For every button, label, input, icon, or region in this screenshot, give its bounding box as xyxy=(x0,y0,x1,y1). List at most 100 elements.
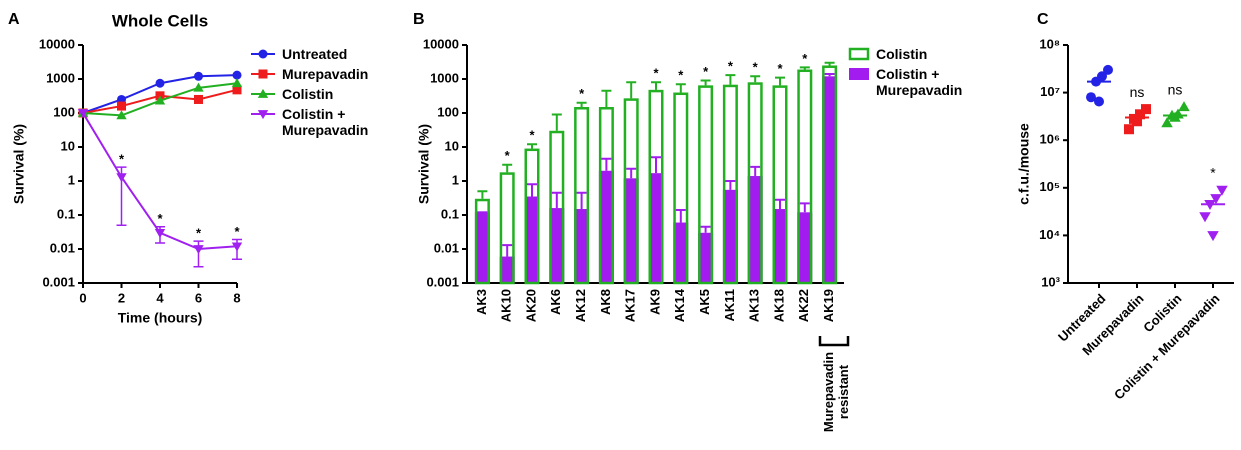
legend-item: Murepavadin xyxy=(250,66,400,82)
error-bar xyxy=(551,113,562,131)
bar-outline xyxy=(772,85,788,285)
bar-outline xyxy=(549,130,565,285)
error-bar xyxy=(576,191,587,210)
legend-swatch xyxy=(849,68,869,80)
error-bar xyxy=(775,198,785,210)
y-tick-label: 0.001 xyxy=(42,274,75,289)
error-bar xyxy=(576,101,587,108)
error-bar xyxy=(527,183,537,197)
error-bar xyxy=(626,81,637,99)
legend-box xyxy=(849,68,869,80)
y-tick-label: 10⁶ xyxy=(1040,132,1060,147)
y-tick-label: 10³ xyxy=(1041,274,1060,289)
x-tick-label: AK22 xyxy=(796,289,811,322)
marker xyxy=(154,95,166,105)
marker xyxy=(257,88,269,98)
legend-label: Colistin xyxy=(876,46,928,62)
marker xyxy=(1161,117,1173,128)
bar xyxy=(598,170,614,283)
significance: * xyxy=(529,128,535,143)
marker xyxy=(1097,71,1107,82)
marker xyxy=(258,49,268,59)
y-tick-label: 1000 xyxy=(46,70,75,85)
bar xyxy=(549,208,565,283)
y-tick-label: 100 xyxy=(53,104,75,119)
marker xyxy=(232,85,242,95)
marker xyxy=(1210,194,1222,205)
marker xyxy=(1199,212,1211,223)
x-tick-label: AK10 xyxy=(499,289,514,322)
chart-title: Whole Cells xyxy=(112,11,208,30)
panel-label: B xyxy=(413,11,425,28)
x-tick-label: 8 xyxy=(233,290,240,305)
bar-outline xyxy=(598,107,614,285)
bar xyxy=(623,178,639,283)
bar xyxy=(673,222,689,283)
significance: * xyxy=(579,86,585,101)
marker xyxy=(194,71,203,81)
marker xyxy=(1132,116,1142,127)
marker xyxy=(1124,124,1134,135)
x-tick-label: AK6 xyxy=(548,289,563,315)
group-bracket xyxy=(818,336,850,347)
significance: * xyxy=(678,68,684,83)
bar-outline xyxy=(747,82,763,285)
error-bar xyxy=(502,163,513,173)
marker xyxy=(232,70,242,80)
error-bar xyxy=(725,180,736,190)
significance: * xyxy=(119,152,125,167)
bar xyxy=(772,209,788,283)
legend: Untreated Murepavadin Colistin Colistin + M… xyxy=(250,46,400,142)
marker xyxy=(231,242,243,252)
legend-label: Colistin xyxy=(282,86,334,102)
bar xyxy=(648,173,664,283)
y-axis-label: c.f.u./mouse xyxy=(1016,123,1032,205)
significance: * xyxy=(728,59,734,74)
x-tick-label: AK19 xyxy=(821,289,836,322)
error-bar xyxy=(651,156,661,174)
significance: ns xyxy=(1168,82,1183,98)
y-tick-label: 100 xyxy=(437,104,459,119)
error-bar xyxy=(725,74,736,85)
x-axis-label: Time (hours) xyxy=(118,310,203,326)
legend-label: Colistin + Murepavadin xyxy=(282,106,369,138)
bar-outline xyxy=(797,69,813,285)
x-tick-label: AK12 xyxy=(573,289,588,322)
legend-swatch xyxy=(251,69,275,79)
error-bar xyxy=(675,209,686,223)
y-tick-label: 10⁸ xyxy=(1039,36,1060,51)
bar xyxy=(474,212,490,283)
error-bar xyxy=(750,165,761,177)
panel-label: C xyxy=(1037,11,1049,28)
y-tick-label: 10⁴ xyxy=(1039,227,1060,242)
x-tick-label: AK13 xyxy=(747,289,762,322)
legend-item: Colistin + Murepavadin xyxy=(848,66,1008,98)
y-tick-label: 10⁷ xyxy=(1040,84,1060,99)
marker xyxy=(1216,185,1228,196)
marker xyxy=(116,110,127,120)
marker xyxy=(258,69,268,79)
x-tick-label: 6 xyxy=(195,290,202,305)
significance: * xyxy=(234,224,240,239)
bar-outline xyxy=(822,65,838,285)
error-bar xyxy=(626,167,637,179)
marker xyxy=(1103,64,1113,75)
x-tick-label: AK17 xyxy=(623,289,638,322)
marker xyxy=(154,228,166,238)
bar-outline xyxy=(698,85,714,285)
legend-swatch xyxy=(251,110,275,120)
marker xyxy=(1169,111,1181,122)
error-bar xyxy=(700,79,711,86)
marker xyxy=(257,110,269,120)
y-tick-label: 0.001 xyxy=(426,274,459,289)
y-axis-label: Survival (%) xyxy=(11,124,27,204)
significance: * xyxy=(157,211,163,226)
significance: * xyxy=(703,64,709,79)
significance: ns xyxy=(1130,84,1145,100)
error-bar xyxy=(502,244,513,257)
legend-label: Colistin + Murepavadin xyxy=(876,66,963,98)
significance: * xyxy=(777,61,783,76)
bar xyxy=(524,196,540,283)
error-bar xyxy=(601,157,612,171)
bar-outline xyxy=(722,84,738,285)
